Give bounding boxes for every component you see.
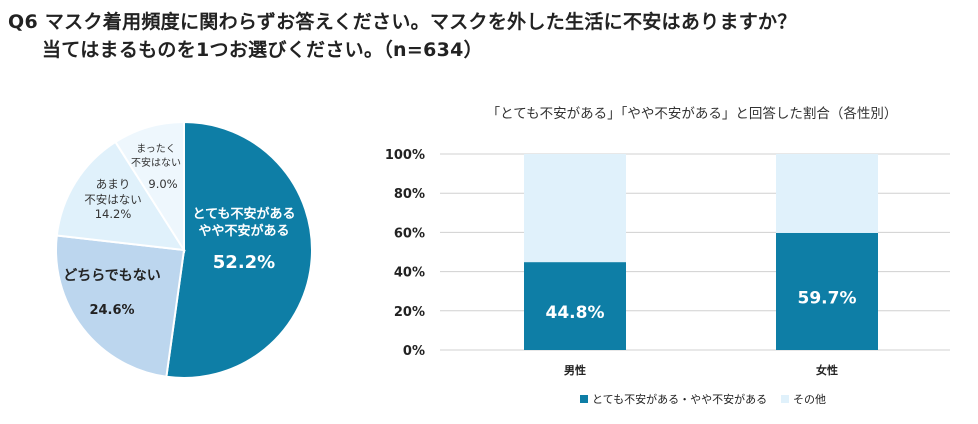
pie-slice xyxy=(55,234,186,378)
pie-value-label: 14.2% xyxy=(95,207,132,221)
pie-slice-label: とても不安がある xyxy=(193,206,296,222)
bar-segment-other xyxy=(776,154,878,233)
x-tick-label: 男性 xyxy=(564,363,586,377)
pie-slice-label: 不安はない xyxy=(131,156,181,169)
bar-chart-title: 「とても不安がある」「やや不安がある」と回答した割合（各性別） xyxy=(487,105,898,122)
y-tick-label: 80% xyxy=(394,187,425,202)
y-tick-label: 0% xyxy=(403,344,425,359)
x-tick-label: 女性 xyxy=(816,363,838,377)
legend-label: とても不安がある・やや不安がある xyxy=(592,392,767,406)
bar-segment-other xyxy=(524,154,626,263)
pie-slice xyxy=(114,120,185,254)
pie-value-label: 52.2% xyxy=(213,252,275,273)
legend-swatch xyxy=(580,395,588,403)
pie-slice-label: まったく xyxy=(136,143,176,155)
y-tick-label: 60% xyxy=(394,226,425,241)
y-tick-label: 100% xyxy=(385,148,425,163)
pie-slice-label: あまり xyxy=(96,177,131,191)
pie-value-label: 24.6% xyxy=(89,303,134,318)
pie-slice-label: 不安はない xyxy=(84,193,142,207)
pie-slice-label: やや不安がある xyxy=(198,223,289,239)
pie-slice-label: どちらでもない xyxy=(63,268,161,284)
bar-segment-anxious xyxy=(776,232,878,350)
bar-segment-anxious xyxy=(524,262,626,350)
y-tick-label: 40% xyxy=(394,266,425,281)
y-tick-label: 20% xyxy=(394,305,425,320)
pie-slice xyxy=(165,120,313,379)
bar-value-label: 59.7% xyxy=(798,288,857,308)
pie-slice xyxy=(55,140,186,252)
legend-swatch xyxy=(781,395,789,403)
question-title-line1: Q6 マスク着用頻度に関わらずお答えください。マスクを外した生活に不安はあります… xyxy=(8,11,797,33)
pie-value-label: 9.0% xyxy=(148,177,177,191)
legend-label: その他 xyxy=(793,393,826,406)
chart-title-block: Q6 マスク着用頻度に関わらずお答えください。マスクを外した生活に不安はあります… xyxy=(8,8,797,64)
bar-value-label: 44.8% xyxy=(546,303,605,323)
question-title-line2: 当てはまるものを1つお選びください。（n=634） xyxy=(42,39,483,61)
